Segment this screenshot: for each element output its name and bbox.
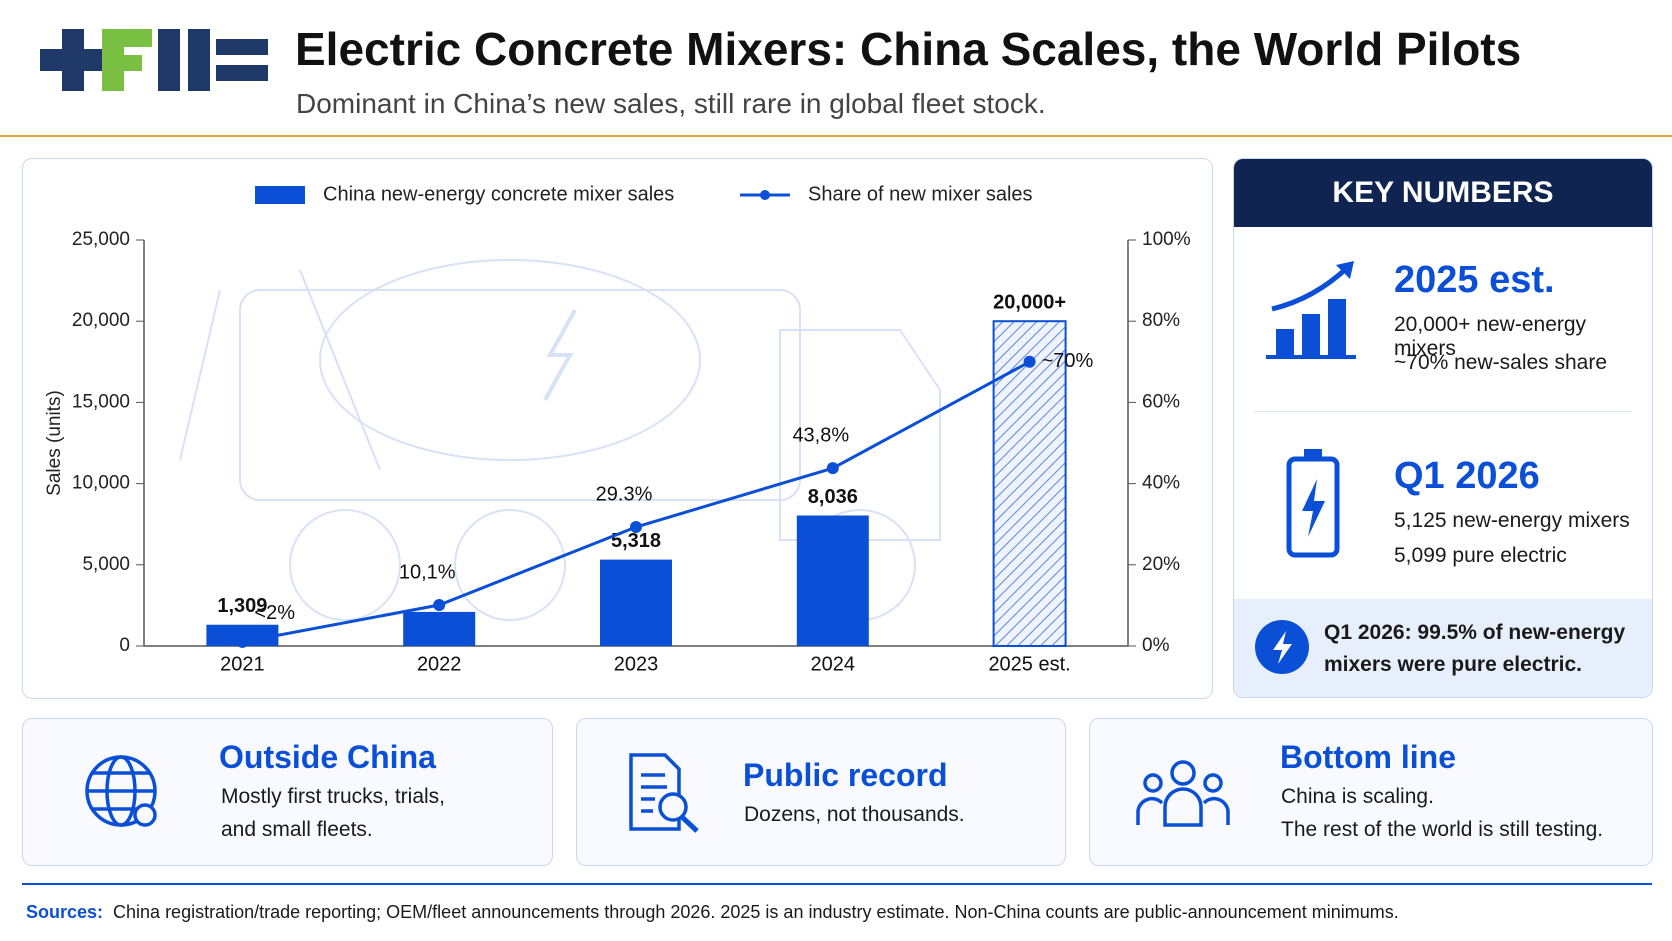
bolt-icon <box>1255 620 1309 674</box>
sources: Sources: China registration/trade reporti… <box>26 902 1399 923</box>
point <box>630 521 642 534</box>
y2-tick-label: 60% <box>1142 391 1180 412</box>
key-line: ~70% new-sales share <box>1394 351 1608 374</box>
point-label: 43,8% <box>792 424 849 446</box>
bar-label: 5,318 <box>611 530 661 552</box>
legend-label: Share of new mixer sales <box>808 183 1033 205</box>
callout-line: Q1 2026: 99.5% of new-energy <box>1324 621 1626 644</box>
point-label: ~70% <box>1042 350 1094 372</box>
card: Bottom line China is scaling. The rest o… <box>1089 718 1653 866</box>
globe-icon <box>85 755 157 827</box>
y2-tick-label: 0% <box>1142 635 1170 656</box>
legend-swatch <box>760 190 770 200</box>
y-tick-label: 20,000 <box>72 310 130 331</box>
logo <box>40 29 268 91</box>
bar <box>206 624 279 646</box>
callout-line: mixers were pure electric. <box>1324 653 1582 676</box>
callout-text: Q1 2026: 99.5% of new-energy mixers were … <box>1324 617 1625 681</box>
point-label: <2% <box>254 602 295 624</box>
document-icon <box>629 753 699 833</box>
battery-icon <box>1286 449 1340 558</box>
growth-icon <box>1266 261 1356 359</box>
card-title: Public record <box>743 757 948 793</box>
y2-tick-label: 100% <box>1142 229 1191 250</box>
bar <box>796 515 869 646</box>
sources-label: Sources: <box>26 902 104 922</box>
card-line: China is scaling. <box>1281 785 1434 808</box>
y-tick-label: 5,000 <box>82 554 130 575</box>
bar <box>403 611 476 646</box>
key-heading: 2025 est. <box>1394 259 1555 301</box>
y2-tick-label: 40% <box>1142 473 1180 494</box>
callout: Q1 2026: 99.5% of new-energy mixers were … <box>1234 599 1652 697</box>
subtitle: Dominant in China’s new sales, still rar… <box>296 88 1046 119</box>
divider <box>1254 411 1632 412</box>
x-tick-label: 2024 <box>811 653 856 675</box>
x-tick-label: 2021 <box>220 653 265 675</box>
point <box>826 462 839 475</box>
card-title: Bottom line <box>1280 739 1456 775</box>
card-line: and small fleets. <box>221 818 373 841</box>
key-line: 20,000+ new-energy mixers <box>1394 313 1587 360</box>
y-axis-label: Sales (units) <box>44 390 65 496</box>
footer-rule <box>22 883 1652 885</box>
bar <box>600 559 672 646</box>
key-line: 5,125 new-energy mixers <box>1394 509 1630 532</box>
point-label: 10,1% <box>399 561 456 583</box>
card-line: Mostly first trucks, trials, <box>221 785 446 808</box>
card-line: Dozens, not thousands. <box>744 803 965 826</box>
card: Outside China Mostly first trucks, trial… <box>22 718 553 866</box>
y-tick-label: 0 <box>119 635 130 656</box>
card-title: Outside China <box>219 739 436 775</box>
x-tick-label: 2023 <box>614 653 659 675</box>
y2-tick-label: 80% <box>1142 310 1180 331</box>
key-line: 5,099 pure electric <box>1394 544 1567 567</box>
x-tick-label: 2025 est. <box>988 653 1070 675</box>
bar-label: 8,036 <box>808 486 858 508</box>
people-icon <box>1136 760 1230 827</box>
bar-label: 20,000+ <box>993 291 1066 313</box>
key-numbers-title: KEY NUMBERS <box>1234 159 1652 227</box>
truck-illustration <box>179 259 941 621</box>
legend-label: China new-energy concrete mixer sales <box>323 183 674 205</box>
key-heading: Q1 2026 <box>1394 455 1540 497</box>
header-rule <box>0 135 1672 137</box>
y-tick-label: 10,000 <box>72 473 130 494</box>
x-tick-label: 2022 <box>417 653 462 675</box>
point-label: 29.3% <box>596 483 653 505</box>
legend-swatch <box>255 186 305 204</box>
key-numbers-panel: KEY NUMBERS 2025 est. 20,000+ new-energy… <box>1233 158 1653 698</box>
title: Electric Concrete Mixers: China Scales, … <box>295 23 1522 75</box>
bar-label: 1,309 <box>217 595 267 617</box>
point <box>433 598 446 611</box>
y2-tick-label: 20% <box>1142 554 1180 575</box>
y-tick-label: 15,000 <box>72 391 130 412</box>
sources-text: China registration/trade reporting; OEM/… <box>113 902 1399 922</box>
card: Public record Dozens, not thousands. <box>576 718 1066 866</box>
y-tick-label: 25,000 <box>72 229 130 250</box>
point <box>236 635 249 648</box>
point <box>1023 355 1036 368</box>
card-line: The rest of the world is still testing. <box>1281 818 1604 841</box>
